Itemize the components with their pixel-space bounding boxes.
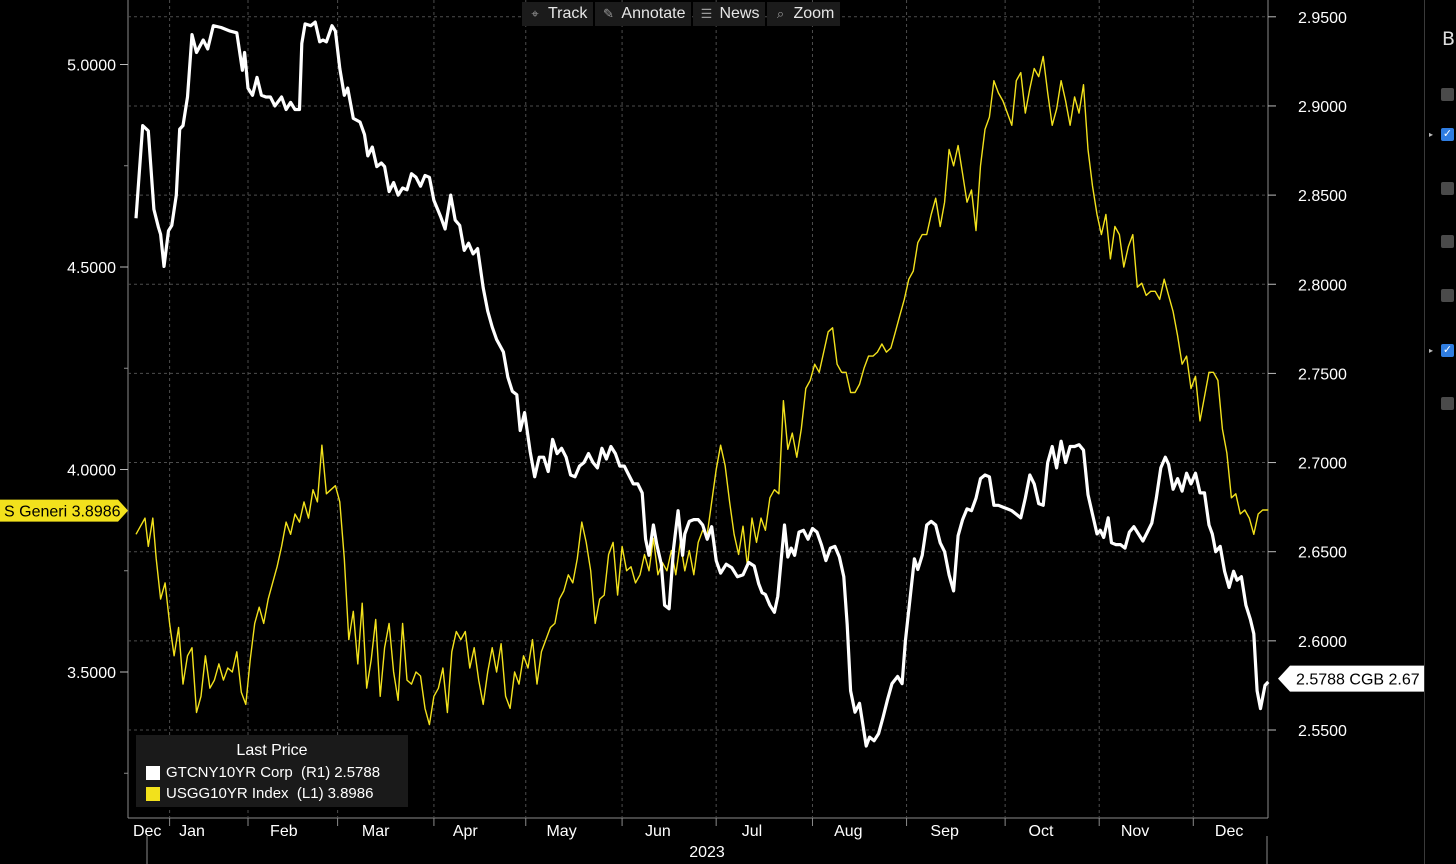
x-axis: Dec Jan Feb Mar Apr May Jun Jul Aug Sep Oct Nov Dec 2… — [133, 823, 1268, 864]
x-tick-label: Apr — [453, 823, 479, 840]
annotate-label: Annotate — [621, 5, 686, 22]
x-tick-label: Feb — [270, 823, 298, 840]
series-line-usgg10yr — [135, 55, 1269, 726]
legend-swatch-yellow — [146, 786, 160, 801]
right-tick-label: 2.6000 — [1298, 634, 1347, 651]
right-value-tag — [1278, 665, 1424, 692]
right-axis: 2.9500 2.9000 2.8500 2.8000 2.7500 2.7000 2.65… — [1268, 10, 1347, 740]
annotate-button[interactable]: ✎ Annotate — [595, 2, 692, 26]
legend-value-ust: 3.8986 — [327, 785, 374, 802]
expand-triangle-icon[interactable]: ▸ — [1429, 130, 1434, 139]
crosshair-icon: ⌖ — [531, 6, 539, 21]
checkbox-unchecked[interactable] — [1441, 397, 1454, 410]
checkbox-unchecked[interactable] — [1441, 289, 1454, 302]
left-tick-label: 4.0000 — [67, 463, 116, 480]
x-tick-label: Dec — [1215, 823, 1243, 840]
chart-toolbar: ⌖ Track ✎ Annotate ☰ News ⌕ Zoom — [522, 2, 841, 26]
left-tick-label: 4.5000 — [67, 260, 116, 277]
left-tick-label: 3.5000 — [67, 665, 116, 682]
track-button[interactable]: ⌖ Track — [522, 2, 594, 26]
expand-triangle-icon[interactable]: ▸ — [1429, 346, 1434, 355]
legend-label-cgb: GTCNY10YR Corp (R1) — [166, 764, 331, 781]
x-tick-label: Aug — [834, 823, 862, 840]
legend-box: Last Price GTCNY10YR Corp (R1) 2.5788 US… — [136, 735, 408, 807]
series-layer — [134, 20, 1270, 748]
x-tick-label: Sep — [930, 823, 959, 840]
zoom-label: Zoom — [793, 5, 835, 22]
news-icon: ☰ — [700, 6, 713, 21]
checkbox-unchecked[interactable] — [1441, 235, 1454, 248]
side-panel-row[interactable] — [1429, 182, 1454, 195]
left-axis: 5.0000 4.5000 4.0000 3.5000 — [67, 58, 128, 774]
checkbox-checked[interactable]: ✓ — [1441, 344, 1454, 357]
right-value-tag-text: 2.5788 CGB 2.67 — [1296, 672, 1420, 689]
checkbox-unchecked[interactable] — [1441, 182, 1454, 195]
side-panel-row[interactable] — [1429, 235, 1454, 248]
zoom-button[interactable]: ⌕ Zoom — [767, 2, 841, 26]
gridlines — [127, 0, 1269, 826]
side-panel-row[interactable] — [1429, 289, 1454, 302]
left-value-tag-text: S Generi 3.8986 — [4, 504, 121, 521]
right-tick-label: 2.6500 — [1298, 545, 1347, 562]
left-tick-label: 5.0000 — [67, 58, 116, 75]
legend-value-cgb: 2.5788 — [334, 764, 381, 781]
side-panel-row[interactable] — [1429, 397, 1454, 410]
right-tick-label: 2.8500 — [1298, 188, 1347, 205]
right-tick-label: 2.9000 — [1298, 99, 1347, 116]
x-tick-label: Nov — [1121, 823, 1149, 840]
legend-label-ust: USGG10YR Index (L1) — [166, 785, 324, 802]
checkbox-unchecked[interactable] — [1441, 88, 1454, 101]
news-label: News — [719, 5, 760, 22]
right-tick-label: 2.8000 — [1298, 277, 1347, 294]
x-tick-label: Jun — [645, 823, 671, 840]
series-line-gtcny10yr — [134, 20, 1270, 748]
legend-row-cgb[interactable]: GTCNY10YR Corp (R1) 2.5788 — [146, 764, 380, 781]
pencil-icon: ✎ — [602, 6, 614, 21]
side-panel-row[interactable] — [1429, 88, 1454, 101]
x-tick-label: Dec — [133, 823, 161, 840]
legend-swatch-white — [146, 765, 160, 780]
magnifier-icon: ⌕ — [776, 6, 785, 21]
x-tick-label: Jan — [179, 823, 205, 840]
x-tick-label: May — [546, 823, 576, 840]
x-year-label: 2023 — [689, 844, 725, 861]
left-value-tag — [0, 499, 128, 522]
right-tick-label: 2.7000 — [1298, 456, 1347, 473]
side-panel-letter: B — [1442, 28, 1456, 50]
legend-row-ust[interactable]: USGG10YR Index (L1) 3.8986 — [146, 785, 373, 802]
x-tick-label: Mar — [362, 823, 390, 840]
last-value-tags: S Generi 3.8986 2.5788 CGB 2.67 — [0, 499, 1424, 692]
checkbox-checked[interactable]: ✓ — [1441, 128, 1454, 141]
x-tick-label: Jul — [742, 823, 762, 840]
x-tick-label: Oct — [1029, 823, 1054, 840]
right-tick-label: 2.9500 — [1298, 10, 1347, 27]
right-tick-label: 2.5500 — [1298, 723, 1347, 740]
right-tick-label: 2.7500 — [1298, 366, 1347, 383]
side-panel: B ▸ ✓ ▸ ✓ — [1424, 0, 1456, 864]
track-label: Track — [548, 5, 588, 22]
news-button[interactable]: ☰ News — [693, 2, 766, 26]
legend-title: Last Price — [236, 742, 308, 759]
side-panel-row[interactable]: ▸ ✓ — [1429, 128, 1454, 141]
side-panel-row[interactable]: ▸ ✓ — [1429, 344, 1454, 357]
